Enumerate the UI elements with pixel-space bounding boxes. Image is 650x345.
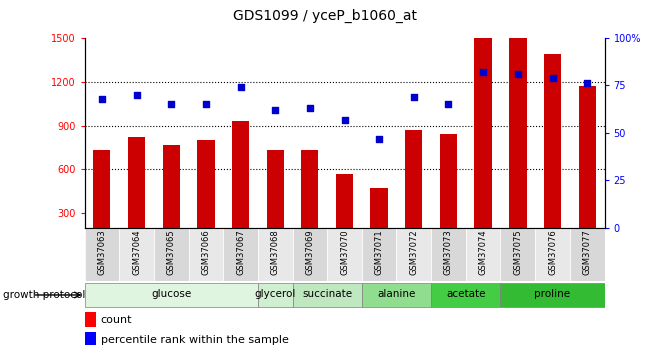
- Point: [131, 92, 142, 98]
- Text: glycerol: glycerol: [255, 289, 296, 299]
- Point: [339, 117, 350, 122]
- Bar: [128, 137, 145, 228]
- Bar: [578, 86, 596, 228]
- Text: GSM37075: GSM37075: [514, 229, 523, 275]
- FancyBboxPatch shape: [396, 228, 431, 281]
- Point: [305, 106, 315, 111]
- Text: GDS1099 / yceP_b1060_at: GDS1099 / yceP_b1060_at: [233, 9, 417, 23]
- Bar: [440, 134, 457, 228]
- FancyBboxPatch shape: [119, 228, 154, 281]
- FancyBboxPatch shape: [84, 228, 119, 281]
- Point: [270, 107, 280, 113]
- Point: [97, 96, 107, 101]
- Bar: [474, 18, 492, 228]
- Point: [443, 102, 454, 107]
- Point: [374, 136, 384, 141]
- FancyBboxPatch shape: [292, 228, 327, 281]
- Text: GSM37065: GSM37065: [166, 229, 176, 275]
- Text: acetate: acetate: [446, 289, 486, 299]
- Bar: [197, 140, 214, 228]
- Bar: [370, 188, 388, 228]
- FancyBboxPatch shape: [258, 283, 292, 307]
- Bar: [301, 150, 318, 228]
- Point: [547, 75, 558, 81]
- FancyBboxPatch shape: [223, 228, 258, 281]
- Bar: [405, 130, 422, 228]
- Bar: [84, 312, 96, 327]
- Text: proline: proline: [534, 289, 571, 299]
- Text: succinate: succinate: [302, 289, 352, 299]
- FancyBboxPatch shape: [84, 283, 258, 307]
- Point: [201, 102, 211, 107]
- Text: count: count: [101, 315, 132, 325]
- Text: GSM37073: GSM37073: [444, 229, 453, 275]
- Bar: [266, 150, 284, 228]
- FancyBboxPatch shape: [292, 283, 362, 307]
- Text: GSM37063: GSM37063: [98, 229, 107, 275]
- Text: growth protocol: growth protocol: [3, 290, 86, 300]
- FancyBboxPatch shape: [431, 283, 500, 307]
- Bar: [509, 33, 527, 228]
- Text: GSM37077: GSM37077: [582, 229, 592, 275]
- FancyBboxPatch shape: [362, 283, 431, 307]
- FancyBboxPatch shape: [188, 228, 223, 281]
- Bar: [336, 174, 353, 228]
- Bar: [232, 121, 249, 228]
- Bar: [544, 54, 561, 228]
- Point: [582, 81, 592, 86]
- Bar: [84, 332, 96, 345]
- Point: [235, 85, 246, 90]
- Text: GSM37069: GSM37069: [306, 229, 315, 275]
- Text: glucose: glucose: [151, 289, 191, 299]
- Text: GSM37067: GSM37067: [236, 229, 245, 275]
- FancyBboxPatch shape: [466, 228, 500, 281]
- FancyBboxPatch shape: [327, 228, 362, 281]
- Text: GSM37074: GSM37074: [478, 229, 488, 275]
- Point: [513, 71, 523, 77]
- Text: GSM37072: GSM37072: [410, 229, 419, 275]
- FancyBboxPatch shape: [258, 228, 292, 281]
- Text: GSM37068: GSM37068: [270, 229, 280, 275]
- Text: percentile rank within the sample: percentile rank within the sample: [101, 335, 289, 345]
- FancyBboxPatch shape: [500, 283, 604, 307]
- FancyBboxPatch shape: [535, 228, 570, 281]
- FancyBboxPatch shape: [500, 228, 535, 281]
- FancyBboxPatch shape: [154, 228, 188, 281]
- FancyBboxPatch shape: [431, 228, 466, 281]
- Bar: [162, 145, 180, 228]
- Point: [166, 102, 176, 107]
- Text: GSM37071: GSM37071: [374, 229, 384, 275]
- Bar: [93, 150, 110, 228]
- Text: GSM37070: GSM37070: [340, 229, 349, 275]
- FancyBboxPatch shape: [570, 228, 604, 281]
- Point: [478, 69, 488, 75]
- Text: alanine: alanine: [377, 289, 416, 299]
- Text: GSM37066: GSM37066: [202, 229, 211, 275]
- Text: GSM37064: GSM37064: [132, 229, 141, 275]
- Text: GSM37076: GSM37076: [548, 229, 557, 275]
- Point: [409, 94, 419, 100]
- FancyBboxPatch shape: [362, 228, 396, 281]
